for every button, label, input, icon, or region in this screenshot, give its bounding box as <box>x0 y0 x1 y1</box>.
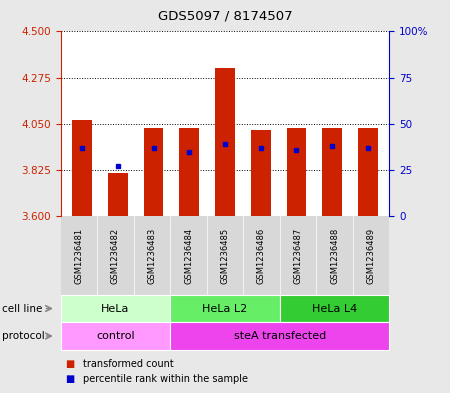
Text: HeLa L4: HeLa L4 <box>312 303 357 314</box>
Text: GSM1236485: GSM1236485 <box>220 228 230 283</box>
Text: HeLa: HeLa <box>101 303 130 314</box>
Text: GSM1236486: GSM1236486 <box>257 227 266 284</box>
Text: GSM1236481: GSM1236481 <box>75 228 84 283</box>
Text: GSM1236484: GSM1236484 <box>184 228 193 283</box>
Bar <box>215 68 235 216</box>
Text: GSM1236487: GSM1236487 <box>293 227 302 284</box>
Bar <box>144 128 163 216</box>
Bar <box>358 128 378 216</box>
Bar <box>180 128 199 216</box>
Text: HeLa L2: HeLa L2 <box>202 303 248 314</box>
Bar <box>251 130 270 216</box>
Text: cell line: cell line <box>2 303 43 314</box>
Text: GSM1236482: GSM1236482 <box>111 228 120 283</box>
Text: GDS5097 / 8174507: GDS5097 / 8174507 <box>158 10 292 23</box>
Text: transformed count: transformed count <box>83 358 174 369</box>
Bar <box>108 173 128 216</box>
Text: percentile rank within the sample: percentile rank within the sample <box>83 374 248 384</box>
Text: GSM1236489: GSM1236489 <box>366 228 375 283</box>
Bar <box>287 128 306 216</box>
Bar <box>72 120 92 216</box>
Bar <box>322 128 342 216</box>
Text: GSM1236488: GSM1236488 <box>330 227 339 284</box>
Text: ■: ■ <box>65 358 75 369</box>
Text: GSM1236483: GSM1236483 <box>148 227 157 284</box>
Text: steA transfected: steA transfected <box>234 331 326 341</box>
Text: ■: ■ <box>65 374 75 384</box>
Text: control: control <box>96 331 135 341</box>
Text: protocol: protocol <box>2 331 45 341</box>
